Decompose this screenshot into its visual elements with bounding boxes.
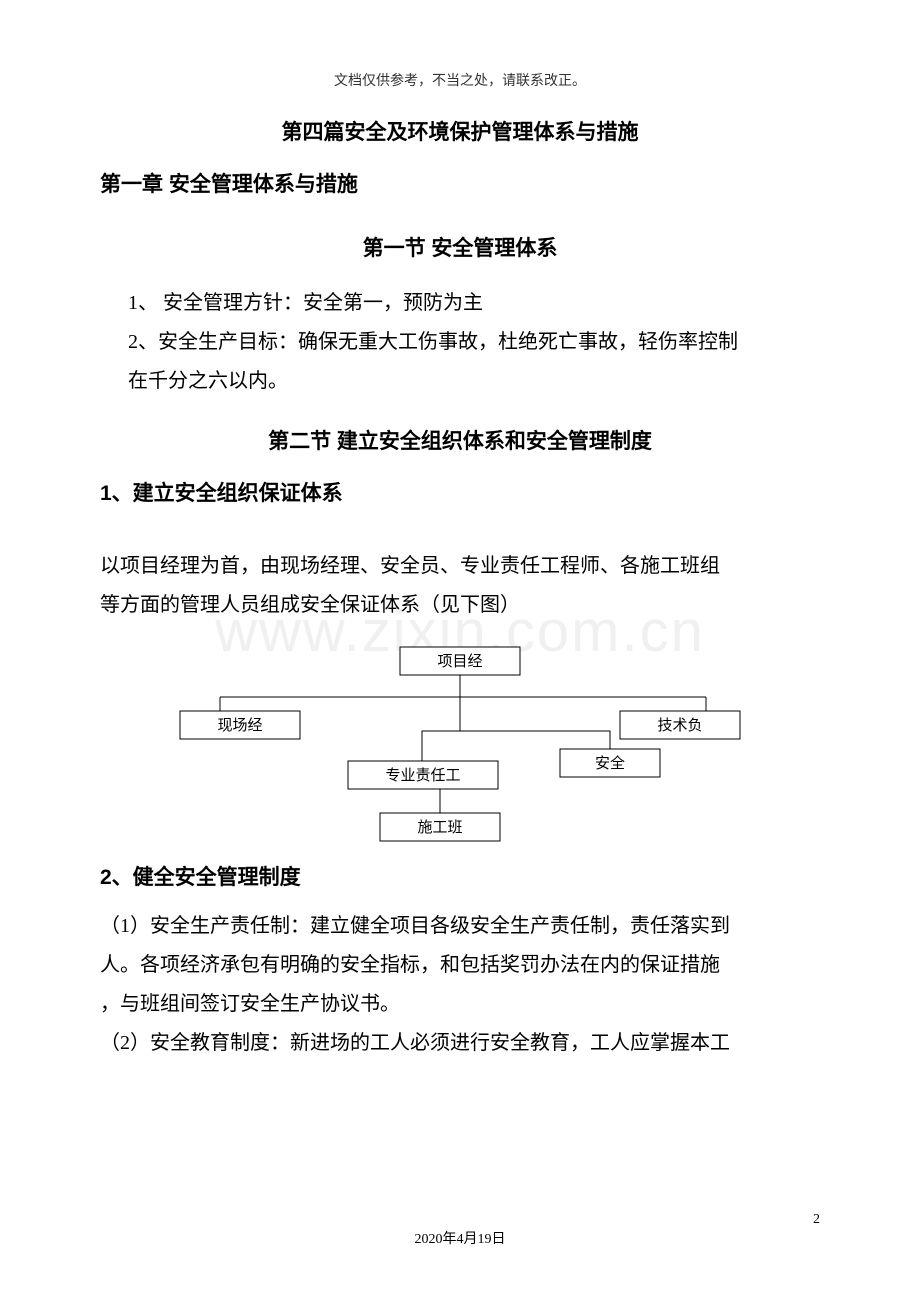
diagram-label-right: 技术负 [657, 717, 702, 734]
para-3: （2）安全教育制度：新进场的工人必须进行安全教育，工人应掌握本工 [100, 1024, 820, 1063]
subsection-2-title: 2、健全安全管理制度 [100, 861, 820, 891]
org-chart-diagram: 项目经现场经 技术负专业责任工 安全施工班 [100, 641, 820, 851]
section1-item-3: 在千分之六以内。 [100, 362, 820, 401]
diagram-label-left: 现场经 [217, 717, 262, 734]
para-1b: 等方面的管理人员组成安全保证体系（见下图） [100, 586, 820, 625]
para-1a: 以项目经理为首，由现场经理、安全员、专业责任工程师、各施工班组 [100, 547, 820, 586]
subsection-1-title: 1、建立安全组织保证体系 [100, 477, 820, 507]
section1-item-2: 2、安全生产目标：确保无重大工伤事故，杜绝死亡事故，轻伤率控制 [100, 323, 820, 362]
chapter-title: 第一章 安全管理体系与措施 [100, 168, 820, 198]
header-note: 文档仅供参考，不当之处，请联系改正。 [100, 70, 820, 90]
para-2a: （1）安全生产责任制：建立健全项目各级安全生产责任制，责任落实到 [100, 907, 820, 946]
page-number: 2 [813, 1212, 820, 1228]
para-2c: ，与班组间签订安全生产协议书。 [100, 985, 820, 1024]
diagram-label-team: 施工班 [417, 819, 462, 836]
footer-date: 2020年4月19日 [415, 1228, 506, 1248]
diagram-label-root: 项目经 [437, 653, 482, 670]
diagram-label-mid: 专业责任工 [385, 767, 460, 784]
section2-title: 第二节 建立安全组织体系和安全管理制度 [100, 425, 820, 455]
section1-item-1: 1、 安全管理方针：安全第一，预防为主 [100, 284, 820, 323]
main-title: 第四篇安全及环境保护管理体系与措施 [100, 116, 820, 146]
diagram-label-safe: 安全 [595, 754, 625, 772]
document-page: 文档仅供参考，不当之处，请联系改正。 第四篇安全及环境保护管理体系与措施 第一章… [0, 0, 920, 1103]
section1-title: 第一节 安全管理体系 [100, 232, 820, 262]
para-2b: 人。各项经济承包有明确的安全指标，和包括奖罚办法在内的保证措施 [100, 946, 820, 985]
